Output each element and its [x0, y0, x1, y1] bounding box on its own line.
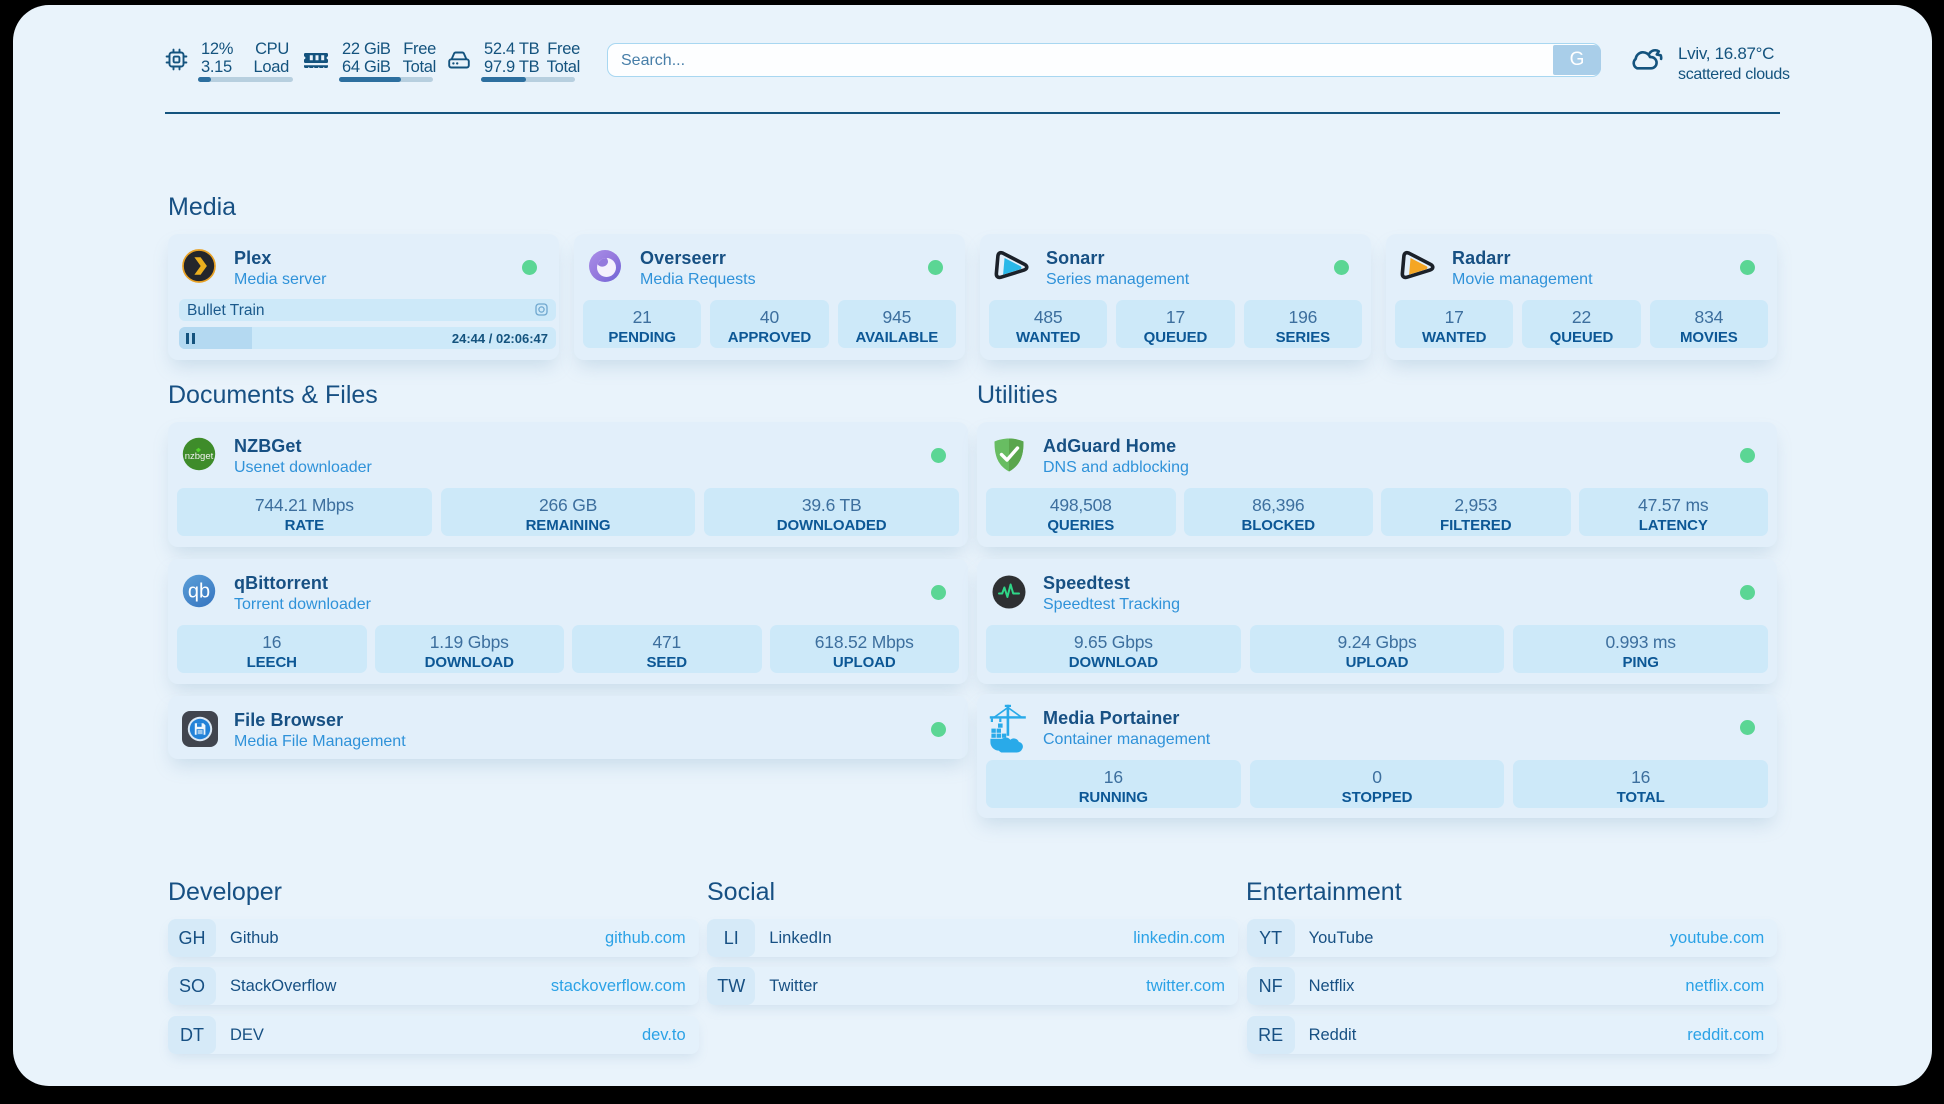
- svg-text:qb: qb: [188, 581, 210, 603]
- svg-text:nzbget: nzbget: [185, 451, 214, 462]
